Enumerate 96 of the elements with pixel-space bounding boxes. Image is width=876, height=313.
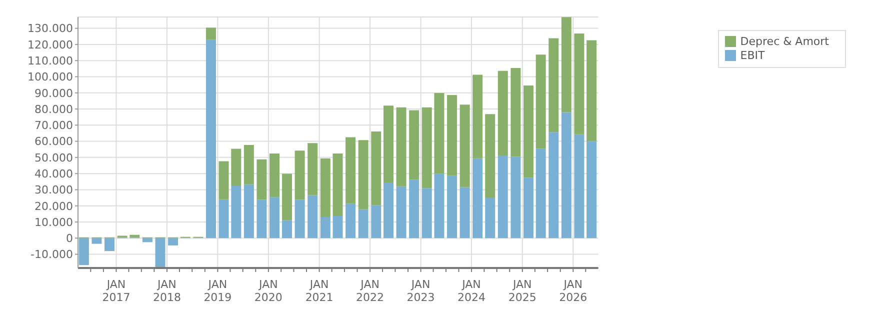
x-tick-label: JAN 2019 <box>204 278 232 304</box>
bar <box>206 28 216 40</box>
bar <box>447 94 458 176</box>
bar <box>548 132 559 238</box>
y-tick-label: 80.000 <box>34 102 73 116</box>
bar <box>396 107 406 186</box>
bar <box>308 195 318 238</box>
bar <box>586 141 597 238</box>
y-tick-label: 130.000 <box>28 22 73 36</box>
bar <box>434 93 444 174</box>
bar <box>434 174 444 238</box>
bar <box>460 187 470 238</box>
x-tick-label: JAN 2023 <box>406 278 435 304</box>
bar <box>586 40 597 142</box>
y-tick-label: 120.000 <box>28 38 73 52</box>
y-tick-label: 100.000 <box>28 70 73 84</box>
bar <box>485 197 496 238</box>
x-tick-label: JAN 2024 <box>458 278 486 304</box>
y-tick-label: -10.000 <box>30 248 73 262</box>
bar <box>231 148 242 186</box>
bar <box>523 85 534 178</box>
y-tick-label: 0 <box>66 232 73 246</box>
bar <box>92 238 102 244</box>
bar <box>270 197 280 238</box>
y-tick-label: 90.000 <box>34 86 73 100</box>
bar <box>574 134 584 238</box>
bar <box>472 74 483 158</box>
bar <box>548 38 559 132</box>
x-tick-label: JAN 2026 <box>559 278 588 304</box>
bar <box>447 176 458 238</box>
bar <box>371 205 382 238</box>
y-tick-label: 20.000 <box>34 200 73 213</box>
bar <box>523 178 534 238</box>
bar <box>346 137 356 204</box>
bar <box>218 161 229 200</box>
bar <box>346 204 356 238</box>
bar <box>536 54 546 149</box>
x-tick-label: JAN 2017 <box>102 278 130 304</box>
bar <box>472 158 483 238</box>
legend-label: Deprec & Amort <box>740 35 829 48</box>
bar <box>383 182 394 238</box>
bar <box>78 238 89 266</box>
bar <box>498 155 508 238</box>
bar <box>371 131 382 206</box>
bar <box>256 200 267 238</box>
y-tick-label: 40.000 <box>34 167 73 180</box>
x-tick-label: JAN 2022 <box>356 278 384 304</box>
bar <box>574 33 584 134</box>
y-tick-label: 10.000 <box>34 216 73 229</box>
bar <box>256 159 267 200</box>
x-tick-label: JAN 2018 <box>152 278 181 304</box>
bar <box>130 234 140 238</box>
bar <box>206 40 216 238</box>
bar <box>142 238 152 242</box>
bar <box>358 209 368 238</box>
bar <box>320 216 330 238</box>
y-tick-label: 70.000 <box>34 119 73 132</box>
y-tick-label: 110.000 <box>28 54 73 68</box>
bar <box>294 150 305 200</box>
y-tick-label: 50.000 <box>34 151 73 164</box>
bar <box>320 158 330 217</box>
bar <box>358 140 368 210</box>
legend-label: EBIT <box>740 49 765 62</box>
bar <box>510 68 521 157</box>
bar <box>155 238 166 268</box>
bar <box>282 174 292 220</box>
bar <box>168 238 178 246</box>
y-tick-label: 30.000 <box>34 184 73 197</box>
bar <box>231 186 242 238</box>
bar <box>409 180 420 238</box>
bar <box>561 17 572 112</box>
bar <box>409 110 420 180</box>
bar <box>498 70 508 156</box>
bar <box>422 188 432 238</box>
bar <box>510 156 521 238</box>
bar <box>485 114 496 198</box>
bar <box>332 154 343 216</box>
bar <box>422 107 432 188</box>
bar <box>244 145 254 184</box>
bar <box>383 106 394 182</box>
y-tick-label: 60.000 <box>34 135 73 148</box>
bar <box>308 143 318 196</box>
x-tick-label: JAN 2020 <box>254 278 282 304</box>
x-tick-label: JAN 2025 <box>508 278 536 304</box>
x-tick-label: JAN 2021 <box>305 278 334 304</box>
bar <box>282 220 292 238</box>
bar <box>218 199 229 238</box>
bar <box>294 200 305 238</box>
bar <box>460 104 470 188</box>
bar <box>561 112 572 238</box>
bar <box>104 238 115 252</box>
bar <box>332 216 343 238</box>
bar <box>536 148 546 238</box>
bar <box>396 186 406 238</box>
bar <box>270 154 280 198</box>
bar <box>244 184 254 238</box>
